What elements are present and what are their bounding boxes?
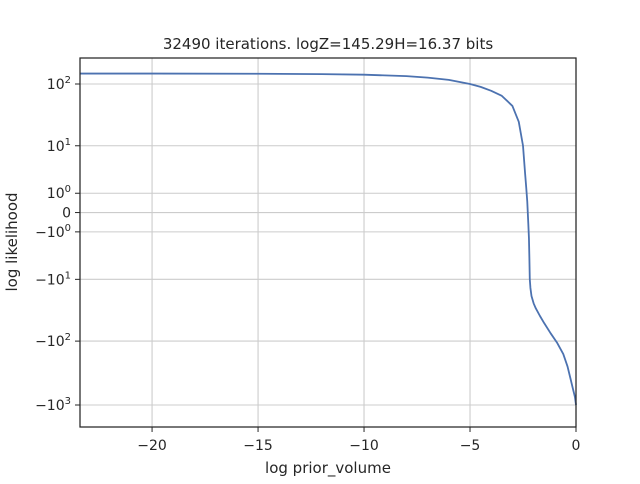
- y-tick-label: 0: [62, 206, 71, 222]
- chart-title: 32490 iterations. logZ=145.29H=16.37 bit…: [163, 35, 494, 53]
- x-tick-label: 0: [572, 438, 581, 454]
- y-tick-label: 100: [47, 184, 71, 202]
- y-axis-ticks: 102 101 100 0−100 −101 −102 −103: [35, 75, 80, 414]
- series-line: [79, 72, 577, 406]
- x-axis-ticks: −20 −15 −10 −5 0: [137, 427, 580, 454]
- y-tick-label: 102: [47, 75, 71, 93]
- x-tick-label: −5: [460, 438, 481, 454]
- y-tick-label: −102: [35, 332, 71, 350]
- x-tick-label: −10: [349, 438, 379, 454]
- x-axis-label: log prior_volume: [265, 459, 391, 478]
- y-axis-label: log likelihood: [3, 192, 21, 291]
- y-tick-label: −100: [35, 223, 71, 241]
- plot-frame: [79, 57, 577, 428]
- x-tick-label: −20: [137, 438, 167, 454]
- y-tick-label: −103: [35, 396, 71, 414]
- y-tick-label: −101: [35, 270, 71, 288]
- x-tick-label: −15: [243, 438, 273, 454]
- y-tick-label: 101: [47, 137, 71, 155]
- series-layer: [79, 72, 577, 406]
